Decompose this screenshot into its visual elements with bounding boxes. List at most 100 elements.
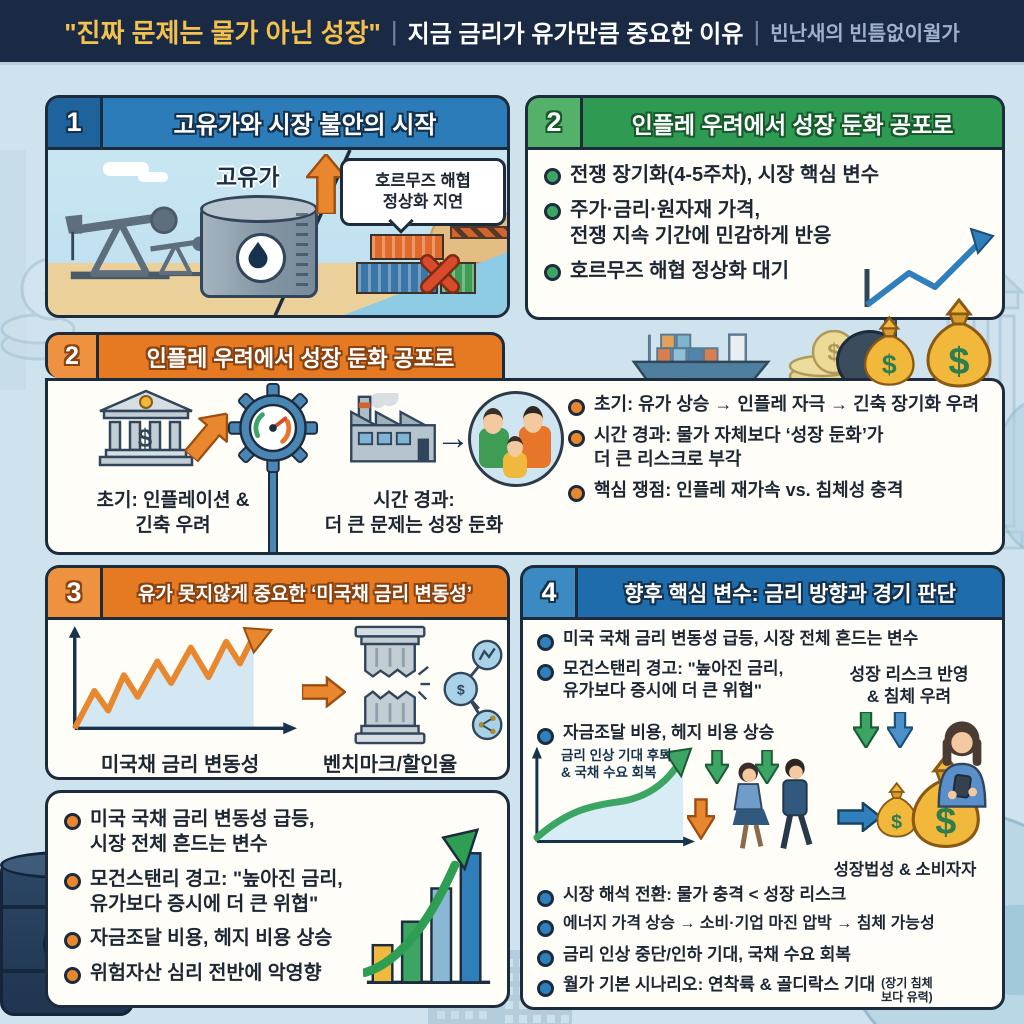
panel1-title: 고유가와 시장 불안의 시작 xyxy=(173,112,437,139)
money-bags-decoration: $ $ xyxy=(862,297,1012,397)
panel2b-header: 2 인플레 우려에서 성장 둔화 공포로 xyxy=(45,332,505,378)
bullet-dot xyxy=(64,966,81,984)
panel2-header: 2 인플레 우려에서 성장 둔화 공포로 xyxy=(525,95,1005,147)
rate-expectation-chart-icon xyxy=(531,746,695,847)
bullet-item: 금리 인상 중단/인하 기대, 국채 수요 회복 xyxy=(537,944,993,967)
speech-bubble: 호르무즈 해협 정상화 지연 xyxy=(340,158,506,226)
bullet-item: 호르무즈 해협 정상화 대기 xyxy=(544,258,984,284)
up-arrow-icon xyxy=(183,412,229,464)
headline-separator: | xyxy=(753,15,761,46)
bullet-dot xyxy=(64,932,81,950)
money-bags-icon: $ $ xyxy=(876,753,980,848)
cloud-icon xyxy=(138,172,168,182)
bg-cargo-ship xyxy=(628,326,774,393)
bullet-item: 시장 해석 전환: 물가 충격 < 성장 리스크 xyxy=(537,884,993,907)
panel2b-body: $ xyxy=(45,378,1005,555)
bullet-dot xyxy=(537,664,554,681)
bullet-text: 미국 국채 금리 변동성 급등, 시장 전체 흔드는 변수 xyxy=(90,808,315,856)
red-x-icon xyxy=(420,254,460,294)
scenario-note: (장기 침체 보다 유력) xyxy=(881,976,933,1005)
bullet-dot xyxy=(537,890,554,907)
bullet-dot xyxy=(568,485,585,503)
panel4-body: 미국 국채 금리 변동성 급등, 시장 전체 흔드는 변수 모건스탠리 경고: … xyxy=(520,617,1005,1010)
bullet-text: 호르무즈 해협 정상화 대기 xyxy=(570,260,790,282)
svg-text:$: $ xyxy=(948,341,969,383)
down-arrow-green-icon xyxy=(755,750,779,784)
bullet-dot xyxy=(568,399,585,416)
bullet-item: 위험자산 심리 전반에 악영향 xyxy=(64,961,374,986)
svg-text:$: $ xyxy=(882,350,897,380)
rising-line-chart-icon xyxy=(864,227,995,308)
bullet-text: 월가 기본 시나리오: 연착륙 & 골디락스 기대 xyxy=(563,975,876,994)
broken-pillar-icon xyxy=(354,625,430,745)
chart-label: 미국채 금리 변동성 xyxy=(100,754,260,776)
factory-icon xyxy=(350,393,436,463)
down-arrow-green-icon xyxy=(853,712,879,748)
container-orange xyxy=(370,234,444,260)
bullet-text: 자금조달 비용, 헤지 비용 상승 xyxy=(90,927,333,950)
bullet-dot xyxy=(537,950,554,967)
panel2-number: 2 xyxy=(528,98,583,147)
bags-caption: 성장법성 & 소비자자 xyxy=(833,861,977,879)
bullet-text: 전쟁 장기화(4-5주차), 시장 핵심 변수 xyxy=(570,164,880,186)
bullet-text: 시장 해석 전환: 물가 충격 < 성장 리스크 xyxy=(563,885,847,904)
bullet-text: 위험자산 심리 전반에 악영향 xyxy=(90,961,322,984)
bullet-item: 초기: 유가 상승 → 인플레 자극 → 긴축 장기화 우려 xyxy=(568,393,996,416)
bullet-dot xyxy=(544,168,561,185)
headline-brand: 빈난새의 빈틈없이월가 xyxy=(770,22,960,45)
panel1-header: 1 고유가와 시장 불안의 시작 xyxy=(45,95,510,147)
cargo-ship-icon xyxy=(631,333,771,385)
panel3-title: 유가 못지않게 중요한 ‘미국채 금리 변동성’ xyxy=(137,584,473,605)
headline-separator: | xyxy=(390,15,398,46)
panel2-body: 전쟁 장기화(4-5주차), 시장 핵심 변수 주가·금리·원자재 가격, 전쟁… xyxy=(525,147,1005,320)
annotation-growth-risk: 성장 리스크 반영 & 침체 우려 xyxy=(849,665,969,707)
volatility-chart-icon xyxy=(68,626,298,735)
bullet-item: 주가·금리·원자재 가격, 전쟁 지속 기간에 민감하게 반응 xyxy=(544,197,984,249)
oil-tank-icon xyxy=(200,195,318,298)
bullet-item: 핵심 쟁점: 인플레 재가속 vs. 침체성 충격 xyxy=(568,479,996,503)
right-arrow-glyph: → xyxy=(436,419,470,457)
bullet-item: 자금조달 비용, 헤지 비용 상승 xyxy=(64,926,374,951)
woman-with-phone-icon xyxy=(937,721,987,808)
bullet-text: 미국 국채 금리 변동성 급등, 시장 전체 흔드는 변수 xyxy=(563,629,919,648)
bullet-text: 시간 경과: 물가 자체보다 ‘성장 둔화’가 더 큰 리스크로 부각 xyxy=(594,425,884,469)
gauge-gear-icon xyxy=(228,383,318,473)
panel3-header: 3 유가 못지않게 중요한 ‘미국채 금리 변동성’ xyxy=(45,565,510,617)
bullet-item: 에너지 가격 상승 → 소비·기업 마진 압박 → 침체 가능성 xyxy=(537,914,993,937)
right-block-arrow-icon xyxy=(302,676,346,708)
bank-icon: $ xyxy=(98,389,194,467)
bullet-item: 월가 기본 시나리오: 연착륙 & 골디락스 기대 (장기 침체 보다 유력) xyxy=(537,974,993,1005)
bullet-item: 모건스탠리 경고: "높아진 금리, 유가보다 증시에 더 큰 위협" xyxy=(64,867,374,918)
family-circle-icon xyxy=(468,391,564,487)
money-bags-icon: $ $ xyxy=(863,297,992,388)
down-arrow-orange-icon xyxy=(687,798,715,840)
pillar-label: 벤치마크/할인율 xyxy=(322,754,458,776)
bullet-text: 모건스탠리 경고: "높아진 금리, 유가보다 증시에 더 큰 위협" xyxy=(563,659,784,701)
bullet-dot xyxy=(64,872,81,890)
panel4-header: 4 향후 핵심 변수: 금리 방향과 경기 판단 xyxy=(520,565,1005,617)
panel4-title: 향후 핵심 변수: 금리 방향과 경기 판단 xyxy=(624,582,956,606)
high-oil-price-label: 고유가 xyxy=(216,164,280,190)
growth-bars-icon xyxy=(363,828,491,985)
bullet-text: 초기: 유가 상승 → 인플레 자극 → 긴축 장기화 우려 xyxy=(594,394,980,414)
walking-people-icon xyxy=(732,758,813,849)
oil-drop-badge xyxy=(236,233,286,283)
svg-text:$: $ xyxy=(457,682,465,698)
mini-chart-label: 금리 인상 기대 후퇴 & 국채 수요 회복 xyxy=(561,748,672,780)
bullet-text: 금리 인상 중단/인하 기대, 국채 수요 회복 xyxy=(563,945,852,964)
panel2-title: 인플레 우려에서 성장 둔화 공포로 xyxy=(631,111,954,138)
caption-time: 시간 경과: 더 큰 문제는 성장 둔화 xyxy=(324,490,504,536)
svg-text:$: $ xyxy=(891,811,902,833)
bullet-dot xyxy=(568,430,585,448)
headline-main: 지금 금리가 유가만큼 중요한 이유 xyxy=(407,20,744,48)
bullet-item: 전쟁 장기화(4-5주차), 시장 핵심 변수 xyxy=(544,162,984,188)
svg-text:$: $ xyxy=(935,801,956,843)
cloud-icon xyxy=(103,162,149,176)
down-arrow-green-icon xyxy=(705,750,729,784)
bullet-text: 핵심 쟁점: 인플레 재가속 vs. 침체성 충격 xyxy=(594,480,904,501)
bullet-dot xyxy=(544,203,561,220)
headline-quote: "진짜 문제는 물가 아닌 성장" xyxy=(64,17,381,48)
bullet-dot xyxy=(64,813,81,830)
bullet-dot xyxy=(537,634,554,651)
